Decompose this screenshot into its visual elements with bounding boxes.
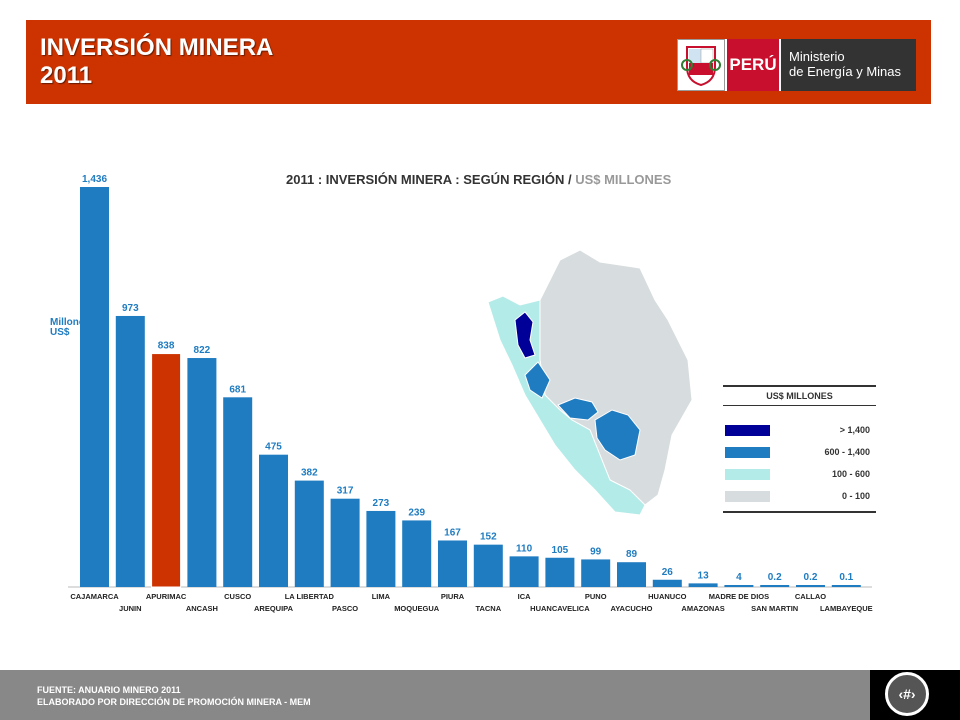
category-label: JUNIN bbox=[119, 604, 142, 613]
category-label: PIURA bbox=[441, 592, 465, 601]
legend-label: 600 - 1,400 bbox=[824, 447, 870, 457]
logo-ministry: Ministerio de Energía y Minas bbox=[779, 39, 916, 91]
bar bbox=[438, 540, 467, 587]
chart-title-units: US$ MILLONES bbox=[575, 172, 672, 187]
chart-title: 2011 : INVERSIÓN MINERA : SEGÚN REGIÓN /… bbox=[286, 172, 671, 187]
bar bbox=[294, 480, 324, 587]
category-label: LA LIBERTAD bbox=[285, 592, 335, 601]
legend-item: 600 - 1,400 bbox=[723, 447, 876, 461]
coat-of-arms-icon bbox=[677, 39, 725, 91]
category-label: TACNA bbox=[475, 604, 501, 613]
category-label: CAJAMARCA bbox=[70, 592, 119, 601]
bar-value-label: 973 bbox=[122, 303, 139, 314]
chart-title-main: 2011 : INVERSIÓN MINERA : SEGÚN REGIÓN / bbox=[286, 172, 572, 187]
bar-value-label: 1,436 bbox=[82, 174, 107, 185]
page-title: INVERSIÓN MINERA 2011 bbox=[40, 34, 274, 89]
bar bbox=[688, 583, 718, 587]
category-label: CALLAO bbox=[795, 592, 826, 601]
bar bbox=[617, 562, 646, 587]
bar-value-label: 0.1 bbox=[839, 572, 853, 583]
bar bbox=[831, 585, 861, 587]
bar bbox=[724, 585, 754, 587]
bar-value-label: 382 bbox=[301, 468, 318, 479]
category-label: ICA bbox=[518, 592, 532, 601]
header-banner: INVERSIÓN MINERA 2011 PERÚ Ministerio de… bbox=[26, 20, 931, 104]
legend-item: 100 - 600 bbox=[723, 469, 876, 483]
bar-value-label: 110 bbox=[516, 543, 533, 554]
bar-value-label: 99 bbox=[590, 546, 602, 557]
legend-item: 0 - 100 bbox=[723, 491, 876, 505]
category-label: MADRE DE DIOS bbox=[709, 592, 769, 601]
legend-item: > 1,400 bbox=[723, 425, 876, 439]
bar bbox=[652, 579, 682, 587]
bar bbox=[796, 585, 825, 587]
bar bbox=[151, 353, 182, 588]
bar-value-label: 13 bbox=[698, 570, 710, 581]
bar bbox=[509, 556, 539, 587]
legend-title: US$ MILLONES bbox=[766, 391, 833, 401]
bar-value-label: 0.2 bbox=[804, 572, 818, 583]
bar bbox=[115, 315, 145, 587]
footer-line-1: FUENTE: ANUARIO MINERO 2011 bbox=[37, 685, 181, 695]
category-label: HUANUCO bbox=[648, 592, 686, 601]
bar bbox=[223, 397, 253, 587]
ministry-logo: PERÚ Ministerio de Energía y Minas bbox=[677, 39, 916, 91]
bar bbox=[402, 520, 432, 587]
category-label: APURIMAC bbox=[146, 592, 187, 601]
category-label: CUSCO bbox=[224, 592, 251, 601]
page-number: ‹#› bbox=[885, 672, 929, 716]
bar-value-label: 681 bbox=[229, 384, 246, 395]
bar-value-label: 838 bbox=[158, 341, 175, 352]
category-label: PASCO bbox=[332, 604, 358, 613]
bar bbox=[545, 557, 575, 587]
bar bbox=[80, 187, 109, 587]
legend-divider bbox=[723, 405, 876, 406]
bar bbox=[187, 358, 217, 587]
bar-value-label: 0.2 bbox=[768, 572, 782, 583]
bar-value-label: 89 bbox=[626, 549, 638, 560]
peru-region-map bbox=[487, 249, 693, 516]
legend-swatch bbox=[725, 447, 770, 458]
legend-swatch bbox=[725, 469, 770, 480]
map-legend: US$ MILLONES > 1,400 600 - 1,400 100 - 6… bbox=[723, 385, 876, 513]
category-label: AREQUIPA bbox=[254, 604, 294, 613]
category-label: AMAZONAS bbox=[681, 604, 724, 613]
bar-value-label: 475 bbox=[265, 442, 282, 453]
footer-line-2: ELABORADO POR DIRECCIÓN DE PROMOCIÓN MIN… bbox=[37, 697, 311, 707]
legend-label: 0 - 100 bbox=[841, 491, 870, 501]
category-label: PUNO bbox=[585, 592, 607, 601]
category-label: LIMA bbox=[372, 592, 391, 601]
legend-swatch bbox=[725, 491, 770, 502]
category-label: LAMBAYEQUE bbox=[820, 604, 873, 613]
category-label: AYACUCHO bbox=[611, 604, 653, 613]
legend-swatch bbox=[725, 425, 770, 436]
bar bbox=[473, 544, 503, 587]
footer-source: FUENTE: ANUARIO MINERO 2011 ELABORADO PO… bbox=[37, 684, 311, 708]
bar-value-label: 105 bbox=[552, 545, 569, 556]
bar bbox=[330, 498, 360, 587]
bar bbox=[581, 559, 611, 587]
bar bbox=[760, 585, 790, 587]
bar-value-label: 152 bbox=[480, 532, 497, 543]
bar-value-label: 273 bbox=[373, 498, 390, 509]
bar-value-label: 4 bbox=[736, 572, 742, 583]
bar-value-label: 26 bbox=[662, 567, 674, 578]
bar-value-label: 822 bbox=[194, 345, 211, 356]
category-label: MOQUEGUA bbox=[394, 604, 440, 613]
legend-label: > 1,400 bbox=[839, 425, 870, 435]
bar bbox=[259, 454, 288, 587]
category-label: SAN MARTIN bbox=[751, 604, 798, 613]
category-label: ANCASH bbox=[186, 604, 218, 613]
bar-value-label: 239 bbox=[408, 507, 425, 518]
bar bbox=[366, 510, 396, 587]
bar-value-label: 167 bbox=[444, 527, 461, 538]
logo-country: PERÚ bbox=[725, 39, 779, 91]
footer: FUENTE: ANUARIO MINERO 2011 ELABORADO PO… bbox=[0, 670, 960, 720]
bar-value-label: 317 bbox=[337, 486, 354, 497]
category-label: HUANCAVELICA bbox=[530, 604, 590, 613]
legend-label: 100 - 600 bbox=[831, 469, 870, 479]
